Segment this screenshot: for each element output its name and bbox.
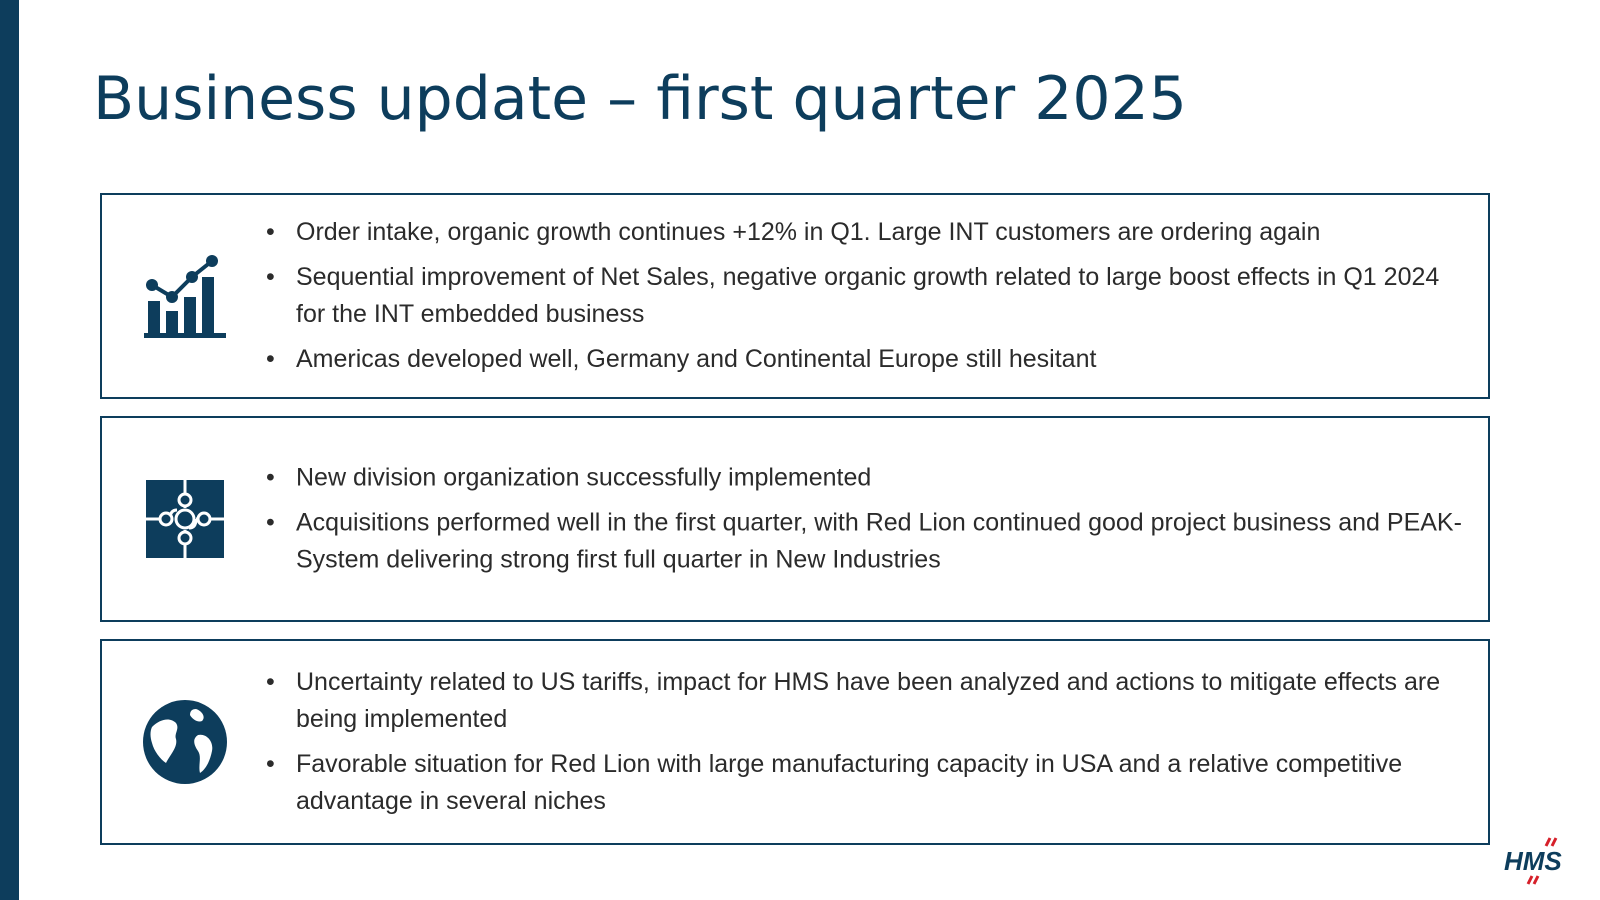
bullet-item: Order intake, organic growth continues +… — [264, 214, 1468, 251]
bullet-item: Favorable situation for Red Lion with la… — [264, 746, 1468, 820]
page-title: Business update – first quarter 2025 — [93, 64, 1187, 134]
bullet-list: Uncertainty related to US tariffs, impac… — [264, 664, 1468, 820]
bullet-item: New division organization successfully i… — [264, 460, 1468, 497]
bullet-list: Order intake, organic growth continues +… — [264, 214, 1468, 378]
puzzle-icon — [140, 474, 230, 564]
globe-icon — [140, 697, 230, 787]
bullet-item: Acquisitions performed well in the first… — [264, 505, 1468, 579]
left-accent-bar — [0, 0, 19, 900]
growth-chart-icon — [140, 251, 230, 341]
bullet-item: Uncertainty related to US tariffs, impac… — [264, 664, 1468, 738]
section-order-sales: Order intake, organic growth continues +… — [100, 193, 1490, 399]
section-tariffs: Uncertainty related to US tariffs, impac… — [100, 639, 1490, 845]
hms-logo: HMS — [1500, 836, 1582, 886]
bullet-list: New division organization successfully i… — [264, 460, 1468, 579]
svg-text:HMS: HMS — [1504, 846, 1562, 876]
bullet-item: Sequential improvement of Net Sales, neg… — [264, 259, 1468, 333]
section-organization: New division organization successfully i… — [100, 416, 1490, 622]
bullet-item: Americas developed well, Germany and Con… — [264, 341, 1468, 378]
